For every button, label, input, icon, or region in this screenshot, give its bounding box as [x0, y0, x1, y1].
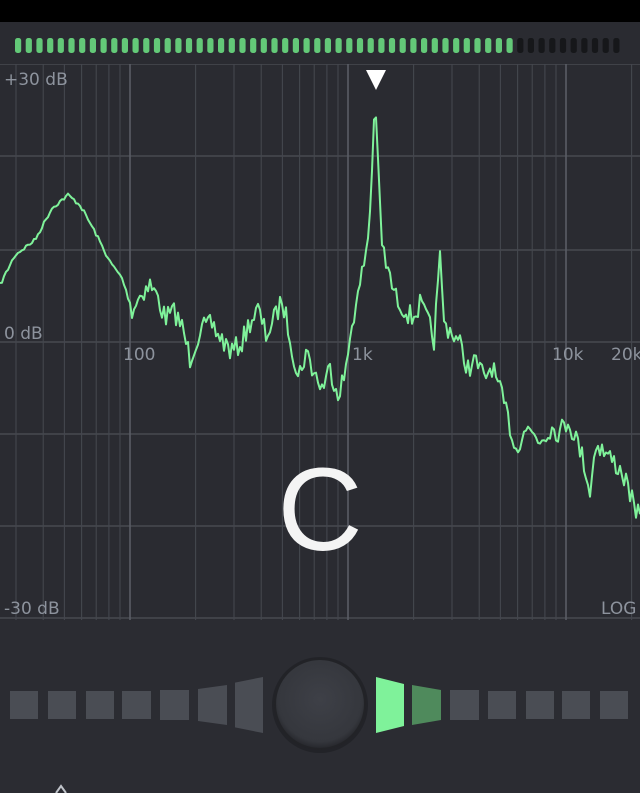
tuner-segment-flat [86, 691, 114, 719]
level-segment [196, 38, 203, 53]
freq-label-20k: 20k [611, 345, 640, 365]
tuner-indicator [0, 620, 640, 793]
level-segment [250, 38, 257, 53]
level-segment [89, 38, 96, 53]
level-segment [121, 38, 128, 53]
level-segment [207, 38, 214, 53]
level-segment [421, 38, 428, 53]
level-segment [143, 38, 150, 53]
level-segment [463, 38, 470, 53]
input-level-meter [0, 22, 640, 70]
level-segment [282, 38, 289, 53]
level-segment [164, 38, 171, 53]
level-segment [506, 38, 513, 53]
level-segment [260, 38, 267, 53]
level-segment [538, 38, 545, 53]
level-segment [153, 38, 161, 53]
tuner-segment-sharp [376, 677, 404, 733]
arrow-icon [55, 784, 67, 793]
level-segment [292, 38, 299, 53]
level-segment [271, 38, 278, 53]
status-bar [0, 0, 640, 22]
spectrum-graph [0, 64, 640, 620]
level-segment [185, 38, 193, 53]
level-segment [175, 38, 182, 53]
freq-label-1k: 1k [352, 345, 373, 365]
level-segment [15, 38, 22, 53]
level-segment [25, 38, 32, 53]
level-segment [100, 38, 107, 53]
level-segment [581, 38, 588, 53]
tuner-segment-sharp [412, 685, 441, 725]
peak-marker-icon [366, 70, 386, 90]
db-label-middle: 0 dB [4, 324, 43, 344]
level-segment [79, 38, 86, 53]
level-segment [378, 38, 385, 53]
detected-note: C [277, 444, 363, 576]
level-segment [570, 38, 577, 53]
tuner-segment-sharp [600, 691, 628, 719]
tuner-segments-flat [10, 677, 263, 733]
tuner-segment-flat [48, 691, 76, 719]
spectrum-analyzer [0, 64, 640, 620]
level-segment [314, 38, 321, 53]
spectrum-curve [0, 116, 640, 519]
level-segment [474, 38, 481, 53]
level-segment [399, 38, 406, 53]
level-segment [47, 38, 54, 53]
db-gridlines [0, 64, 640, 619]
tuner-segment-sharp [562, 691, 590, 719]
level-segment [549, 38, 556, 53]
level-segment [111, 38, 118, 53]
frequency-gridlines [15, 64, 633, 620]
level-segment [356, 38, 364, 53]
db-label-top: +30 dB [4, 70, 68, 90]
freq-label-10k: 10k [552, 345, 584, 365]
level-meter-segments [15, 38, 620, 53]
level-segment [495, 38, 502, 53]
tuner-segment-sharp [526, 691, 554, 719]
tuner-segment-flat [235, 677, 263, 733]
level-segment [228, 38, 235, 53]
level-segment [453, 38, 460, 53]
level-segment [303, 38, 310, 53]
level-segment [218, 38, 225, 53]
level-segment [388, 38, 396, 53]
level-segment [527, 38, 534, 53]
level-segment [613, 38, 620, 53]
level-segment [485, 38, 492, 53]
tuner-segment-flat [122, 691, 151, 719]
tuner-segment-flat [10, 691, 38, 719]
level-segment [442, 38, 449, 53]
tuner-segments-sharp [376, 677, 628, 733]
level-segment [591, 38, 599, 53]
level-segment [239, 38, 246, 53]
db-label-bottom: -30 dB [4, 599, 60, 619]
scale-mode-label[interactable]: LOG [601, 599, 637, 619]
level-segment [346, 38, 353, 53]
freq-label-100: 100 [123, 345, 156, 365]
level-segment [410, 38, 417, 53]
level-segment [517, 38, 524, 53]
tuner-segment-sharp [488, 691, 516, 719]
level-segment [431, 38, 438, 53]
tuner-segment-sharp [450, 690, 479, 720]
level-segment [367, 38, 374, 53]
level-segment [132, 38, 139, 53]
level-segment [36, 38, 43, 53]
tuner-segment-flat [160, 690, 189, 720]
level-segment [602, 38, 609, 53]
level-segment [68, 38, 75, 53]
level-segment [57, 38, 64, 53]
level-segment [335, 38, 342, 53]
level-segment [559, 38, 567, 53]
tuning-knob-icon[interactable] [274, 658, 366, 750]
tuner-scale [10, 657, 628, 793]
tuner-segment-flat [198, 685, 227, 725]
level-segment [324, 38, 331, 53]
